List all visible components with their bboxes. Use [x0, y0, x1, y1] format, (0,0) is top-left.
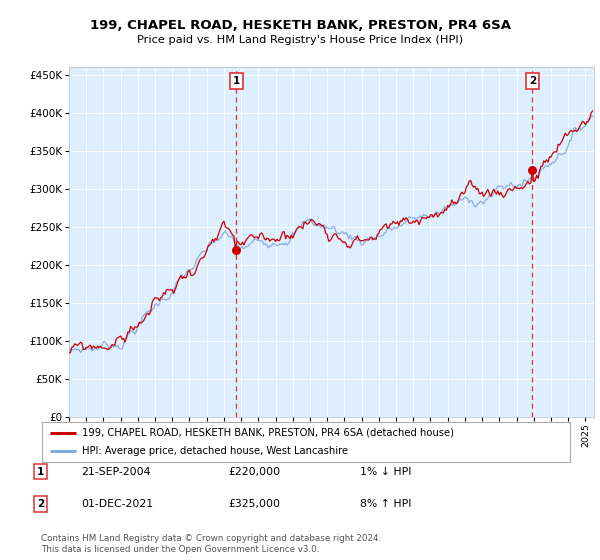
Text: HPI: Average price, detached house, West Lancashire: HPI: Average price, detached house, West… — [82, 446, 348, 456]
Text: 1% ↓ HPI: 1% ↓ HPI — [360, 466, 412, 477]
Text: 1: 1 — [233, 76, 240, 86]
Text: 2: 2 — [529, 76, 536, 86]
Text: 2: 2 — [37, 499, 44, 509]
Text: £325,000: £325,000 — [228, 499, 280, 509]
Text: Price paid vs. HM Land Registry's House Price Index (HPI): Price paid vs. HM Land Registry's House … — [137, 35, 463, 45]
Text: 8% ↑ HPI: 8% ↑ HPI — [360, 499, 412, 509]
Text: £220,000: £220,000 — [228, 466, 280, 477]
Text: Contains HM Land Registry data © Crown copyright and database right 2024.
This d: Contains HM Land Registry data © Crown c… — [41, 534, 381, 554]
Text: 199, CHAPEL ROAD, HESKETH BANK, PRESTON, PR4 6SA: 199, CHAPEL ROAD, HESKETH BANK, PRESTON,… — [89, 18, 511, 32]
Text: 01-DEC-2021: 01-DEC-2021 — [81, 499, 153, 509]
Text: 1: 1 — [37, 466, 44, 477]
Text: 199, CHAPEL ROAD, HESKETH BANK, PRESTON, PR4 6SA (detached house): 199, CHAPEL ROAD, HESKETH BANK, PRESTON,… — [82, 428, 454, 437]
Text: 21-SEP-2004: 21-SEP-2004 — [81, 466, 151, 477]
